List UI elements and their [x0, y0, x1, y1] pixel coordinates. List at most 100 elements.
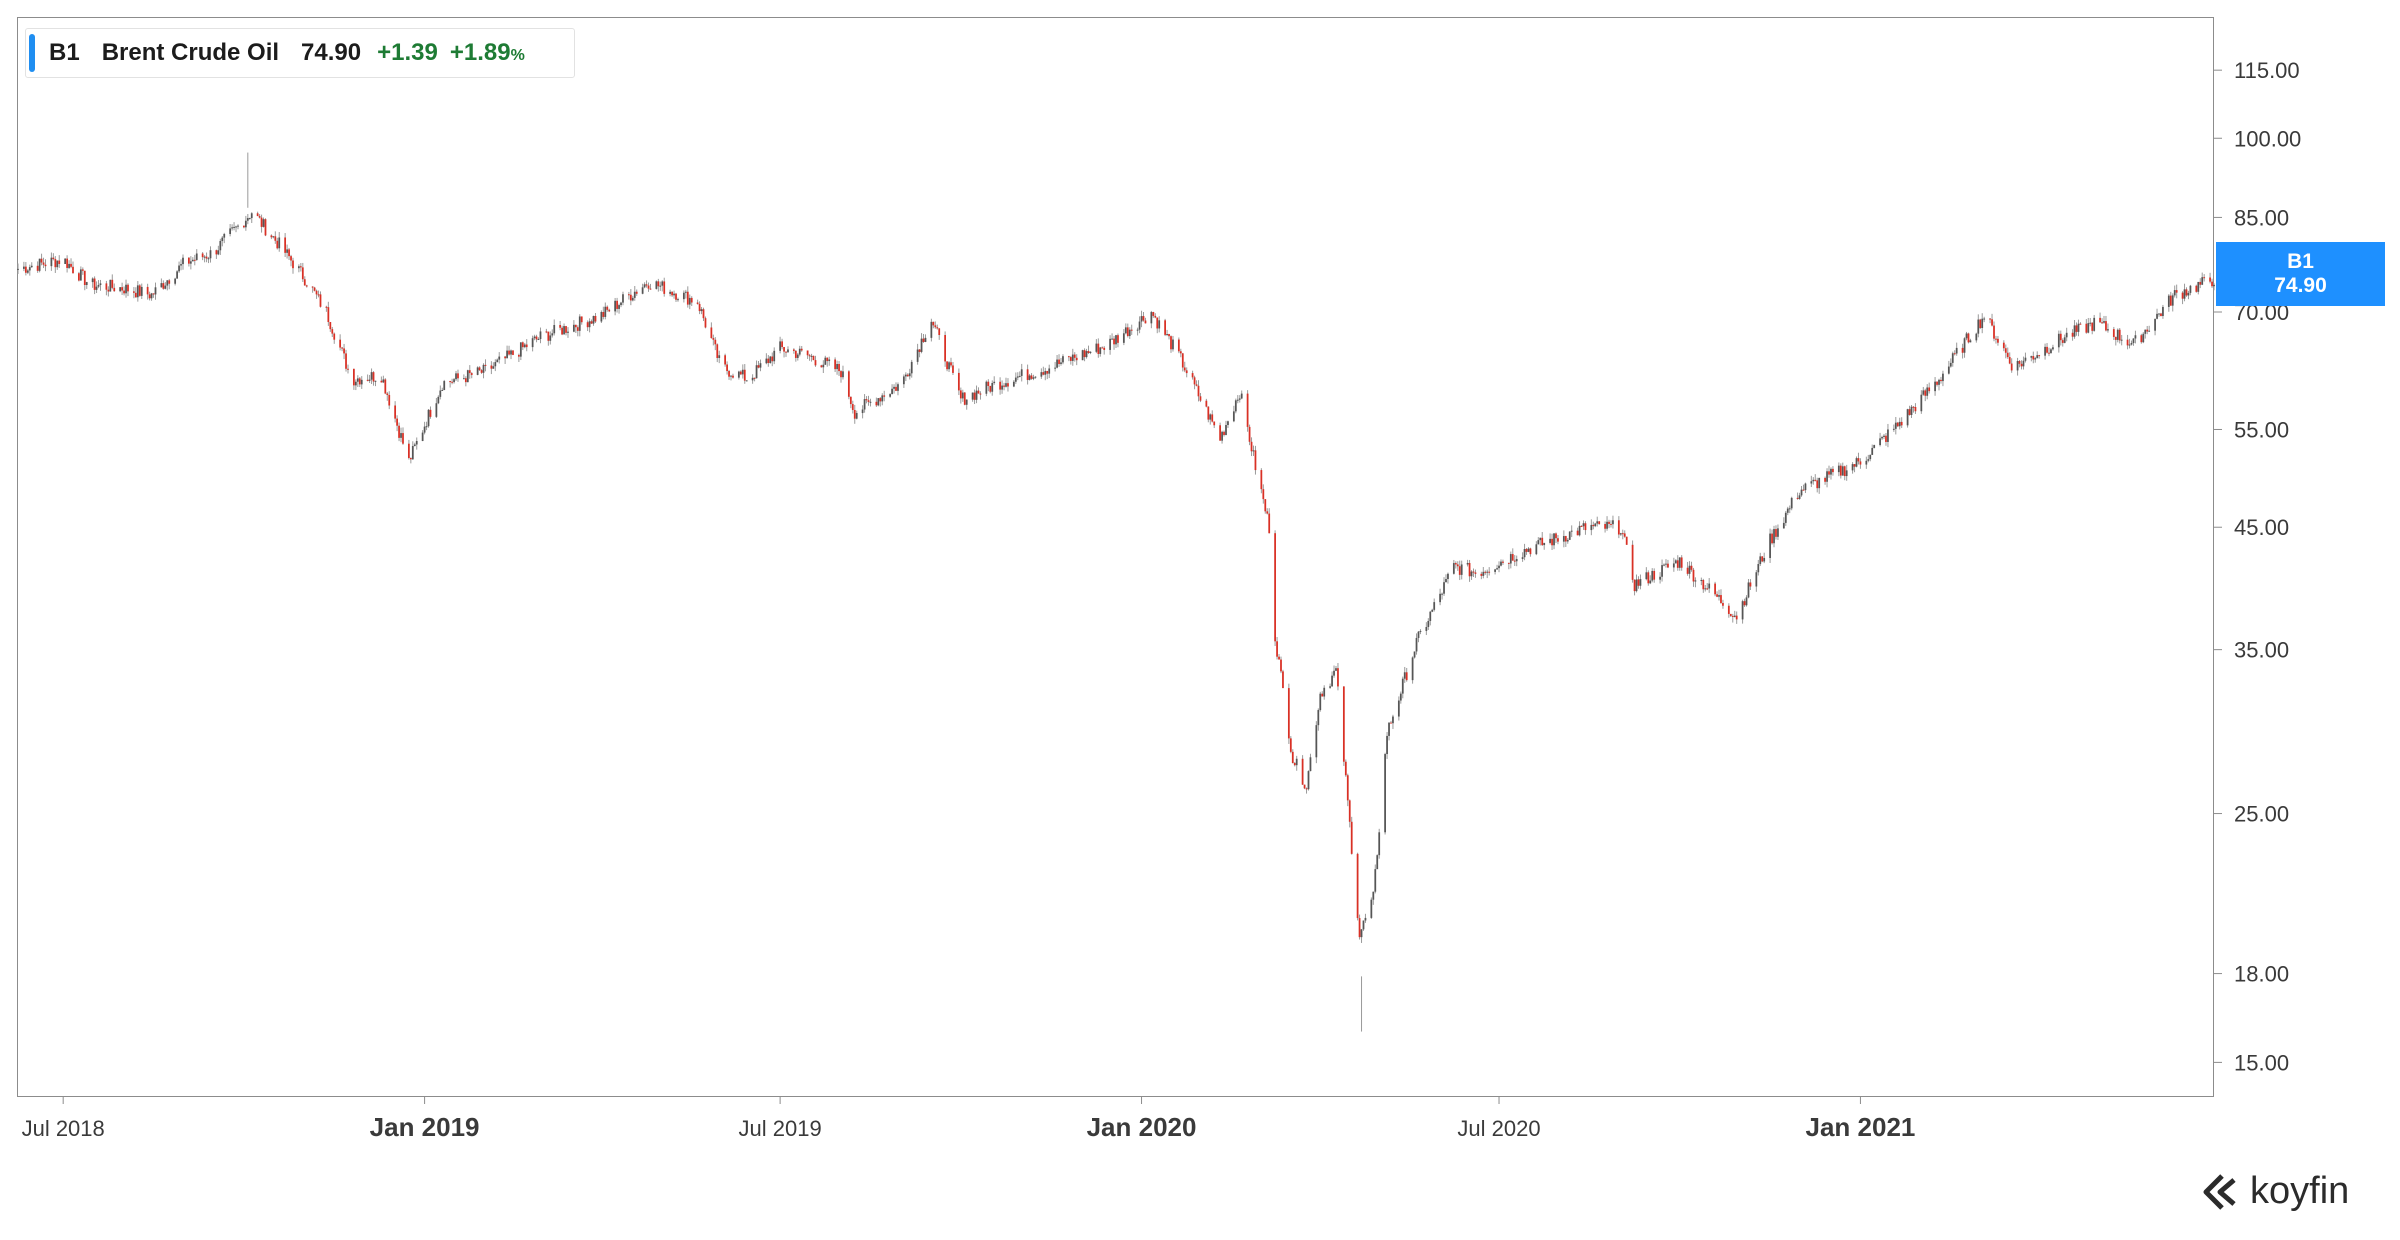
candle-body	[109, 279, 112, 292]
legend-name: Brent Crude Oil	[101, 39, 280, 66]
candle-body	[906, 374, 909, 377]
candle-body	[1014, 377, 1017, 382]
y-tick-label: 15.00	[2234, 1050, 2289, 1075]
candle-body	[443, 381, 446, 390]
candle-body	[1122, 333, 1125, 343]
candle-body	[1676, 560, 1679, 568]
candle-body	[1225, 425, 1227, 435]
candle-body	[987, 381, 990, 386]
candle-body	[1062, 356, 1064, 363]
candle-body	[2167, 295, 2170, 307]
candle-body	[704, 318, 707, 328]
candle-body	[1195, 384, 1198, 386]
candle-body	[1692, 569, 1695, 582]
candle-body	[1498, 565, 1500, 569]
candle-body	[2187, 292, 2190, 296]
candle-body	[260, 217, 263, 227]
candle-body	[54, 259, 57, 268]
candle-body	[1798, 495, 1801, 499]
legend-pct-sign: %	[510, 47, 525, 64]
candle-body	[1054, 367, 1056, 369]
candle-body	[2211, 281, 2213, 287]
candle-body	[1323, 687, 1326, 697]
candle-body	[1995, 338, 1997, 340]
candle-body	[17, 268, 19, 270]
candle-body	[696, 302, 699, 304]
candle-body	[105, 283, 108, 290]
candle-body	[531, 338, 534, 348]
candle-body	[934, 325, 937, 328]
candle-body	[1181, 353, 1184, 368]
candle-body	[1576, 530, 1579, 536]
candle-body	[384, 379, 387, 394]
candle-body	[207, 258, 210, 260]
candle-body	[849, 396, 852, 405]
candle-body	[1672, 563, 1675, 568]
candle-body	[1470, 571, 1473, 577]
candle-body	[517, 354, 520, 357]
candle-body	[920, 338, 923, 352]
candle-body	[176, 271, 178, 279]
candle-body	[1199, 396, 1202, 401]
candle-body	[673, 293, 675, 296]
candle-body	[99, 283, 102, 285]
candle-body	[113, 287, 116, 292]
candle-body	[2128, 344, 2131, 346]
candle-body	[1172, 339, 1174, 350]
candle-body	[2144, 329, 2147, 334]
candle-body	[329, 322, 332, 330]
candle-body	[2160, 313, 2162, 316]
candle-body	[1191, 373, 1194, 378]
candle-body	[2173, 290, 2176, 296]
candle-body	[2197, 281, 2200, 292]
candle-body	[1604, 524, 1606, 529]
candle-body	[700, 309, 703, 312]
candle-body	[150, 293, 153, 299]
candle-body	[1097, 343, 1100, 354]
candle-body	[1429, 611, 1432, 621]
candle-body	[647, 285, 650, 289]
candle-body	[1128, 329, 1131, 337]
candle-body	[494, 362, 497, 367]
koyfin-logo[interactable]: koyfin	[2200, 1170, 2349, 1213]
candle-body	[993, 381, 996, 383]
candle-body	[867, 400, 870, 402]
candle-body	[121, 287, 123, 291]
candle-body	[2203, 277, 2206, 279]
candle-body	[209, 250, 212, 259]
candle-body	[1788, 508, 1791, 510]
candle-body	[258, 216, 261, 218]
candle-body	[466, 370, 469, 383]
candle-body	[352, 368, 355, 386]
candle-body	[1419, 630, 1422, 632]
candle-body	[374, 380, 377, 382]
candle-body	[36, 265, 39, 271]
candle-body	[95, 286, 98, 290]
candle-body	[1649, 580, 1652, 584]
candle-body	[1551, 538, 1553, 546]
candle-body	[781, 341, 783, 348]
candle-body	[2071, 332, 2074, 337]
candle-body	[1095, 343, 1098, 352]
candle-body	[256, 213, 259, 217]
candle-body	[657, 281, 660, 287]
candle-body	[1983, 318, 1986, 320]
candle-body	[893, 386, 895, 389]
candle-body	[1012, 381, 1015, 387]
candle-body	[292, 260, 294, 269]
candle-body	[645, 284, 648, 286]
candle-body	[201, 253, 204, 258]
candle-body	[203, 256, 206, 258]
candle-body	[959, 390, 962, 399]
candle-body	[1802, 489, 1805, 491]
candle-body	[386, 393, 389, 395]
candle-body	[737, 371, 740, 378]
candle-body	[1653, 570, 1656, 580]
candle-body	[1562, 536, 1565, 542]
candle-body	[718, 355, 721, 359]
candle-body	[633, 291, 636, 298]
candle-body	[1934, 381, 1936, 392]
candle-body	[891, 388, 893, 395]
candle-body	[2171, 295, 2174, 306]
